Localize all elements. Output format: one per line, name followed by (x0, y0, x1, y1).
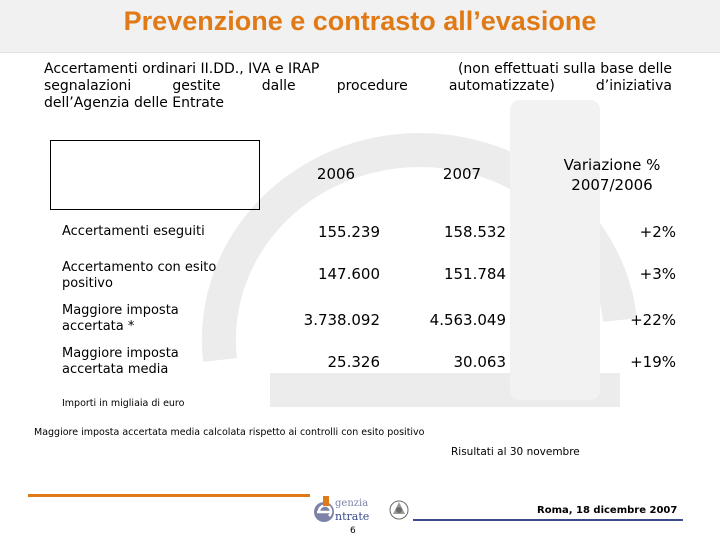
cell-2006: 155.239 (317, 223, 380, 241)
intro-line1-a: Accertamenti ordinari II.DD., IVA e IRAP (44, 61, 320, 77)
row-label-accertamenti-eseguiti: Accertamenti eseguiti (62, 224, 205, 239)
row-label-imposta-media: Maggiore imposta accertata media (62, 346, 179, 377)
footer-blue-line (413, 519, 683, 521)
note-average: Maggiore imposta accertata media calcola… (34, 427, 425, 438)
cell-2006: 147.600 (317, 265, 380, 283)
svg-text:ntrate: ntrate (335, 510, 369, 523)
header-variation: Variazione % 2007/2006 (563, 156, 661, 194)
cell-variation: +3% (639, 265, 676, 283)
cell-variation: +19% (630, 353, 676, 371)
slide-title: Prevenzione e contrasto all’evasione (123, 6, 597, 36)
intro-line2: segnalazioni gestite dalle procedure aut… (44, 78, 672, 94)
table-corner-box (50, 140, 260, 210)
intro-line3: dell’Agenzia delle Entrate (44, 95, 224, 111)
cell-2007: 151.784 (443, 265, 506, 283)
title-bar (0, 0, 720, 53)
intro-text: Accertamenti ordinari II.DD., IVA e IRAP… (44, 61, 672, 112)
header-2006: 2006 (316, 165, 356, 183)
cell-2006: 3.738.092 (303, 311, 380, 329)
note-results-date: Risultati al 30 novembre (451, 446, 580, 458)
row-label-esito-positivo: Accertamento con esito positivo (62, 260, 217, 291)
intro-line1-b: (non effettuati sulla base delle (457, 61, 672, 77)
footer-date: Roma, 18 dicembre 2007 (537, 505, 678, 516)
cell-2007: 30.063 (453, 353, 507, 371)
page-number: 6 (350, 526, 356, 536)
agenzia-entrate-logo: genzia ntrate (314, 496, 409, 523)
svg-text:genzia: genzia (335, 498, 368, 509)
cell-2007: 158.532 (443, 223, 506, 241)
footer-accent-line (28, 494, 310, 497)
header-2007: 2007 (442, 165, 482, 183)
cell-variation: +22% (630, 311, 676, 329)
cell-2006: 25.326 (327, 353, 381, 371)
agency-watermark (201, 100, 637, 407)
row-label-maggiore-imposta: Maggiore imposta accertata * (62, 303, 179, 334)
note-units: Importi in migliaia di euro (62, 398, 185, 409)
cell-variation: +2% (639, 223, 676, 241)
cell-2007: 4.563.049 (429, 311, 506, 329)
